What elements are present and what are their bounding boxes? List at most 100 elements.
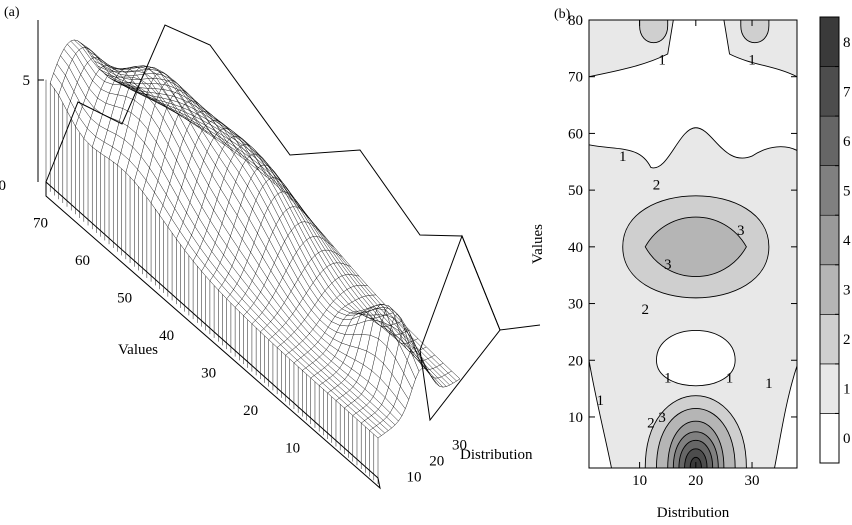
mesh-line [434,354,444,364]
mesh-line [260,331,269,340]
mesh-line [413,346,423,368]
mesh-line [108,146,113,159]
mesh-line [344,407,353,416]
mesh-line [142,180,147,192]
mesh-line [236,283,246,294]
mesh-line [94,61,99,67]
x-axis-label-b: Distribution [657,505,730,521]
mesh-line [223,128,233,138]
mesh-line [121,82,131,89]
mesh-line [317,337,322,343]
mesh-line [367,285,377,296]
mesh-line [179,222,184,231]
mesh-line [196,180,206,197]
mesh-line [265,248,275,264]
mesh-line [228,201,238,216]
mesh-line [197,104,201,110]
mesh-line [192,104,196,110]
mesh-line [88,88,98,99]
mesh-line [159,205,164,215]
mesh-line [335,277,339,281]
mesh-line [93,98,98,109]
mesh-line [80,42,90,50]
contour-regions [589,20,797,468]
mesh-line [280,302,285,309]
mesh-line [173,90,177,95]
mesh-line [160,83,164,90]
mesh-line [222,135,232,142]
mesh-line [121,68,130,70]
mesh-line [121,69,125,73]
mesh-line [209,114,218,121]
mesh-line [251,320,256,324]
mesh-line [119,108,123,122]
z-tick-label-a: 5 [23,73,31,89]
mesh-line [313,236,323,251]
mesh-line [324,327,329,333]
mesh-line [255,273,265,286]
mesh-line [275,284,280,291]
mesh-line [347,402,352,406]
mesh-line [286,207,290,211]
mesh-line [191,226,196,236]
mesh-line [178,102,183,108]
mesh-line [329,375,333,379]
mesh-line [161,74,166,81]
mesh-line [241,298,251,309]
mesh-line [352,274,356,276]
mesh-line [363,350,367,365]
mesh-line [283,341,293,350]
mesh-line [123,85,133,91]
mesh-line [229,130,233,136]
mesh-line [253,242,263,257]
mesh-line [422,365,432,377]
mesh-line [63,43,68,50]
mesh-line [390,329,399,344]
mesh-line [248,280,253,288]
mesh-line [280,307,290,319]
mesh-line [391,424,396,429]
mesh-line [397,321,402,324]
mesh-line [351,315,361,320]
mesh-line [168,85,178,90]
mesh-line [403,360,408,374]
mesh-line [106,69,111,75]
mesh-line [348,319,352,327]
mesh-line [252,154,262,166]
colorbar-tick-label: 4 [843,233,851,249]
mesh-line [204,265,214,276]
mesh-line [238,165,243,173]
mesh-line [215,156,220,166]
mesh-line [390,325,395,335]
mesh-line [147,129,157,143]
mesh-line [181,176,186,188]
surface-ticks: 10203040506070801020305 [0,73,467,486]
mesh-line [235,257,244,270]
mesh-line [388,373,393,388]
mesh-line [169,183,179,199]
mesh-line [135,133,145,144]
mesh-line [260,223,270,240]
mesh-line [301,268,305,274]
mesh-line [153,96,158,100]
mesh-line [269,239,278,256]
mesh-line [260,165,270,179]
mesh-line [415,351,425,361]
mesh-line [366,401,371,406]
mesh-line [271,178,281,187]
colorbar-cell [819,66,840,117]
mesh-line [439,364,449,374]
contour-label: 1 [748,53,756,69]
mesh-line [170,78,174,84]
mesh-line [221,140,230,147]
mesh-line [320,237,324,240]
mesh-line [343,263,348,266]
mesh-line [162,108,167,119]
mesh-line [288,192,297,208]
mesh-line [237,145,242,150]
mesh-line [213,269,217,276]
mesh-line [217,135,222,141]
mesh-line [355,275,365,286]
mesh-line [375,294,385,305]
mesh-line [215,165,225,179]
